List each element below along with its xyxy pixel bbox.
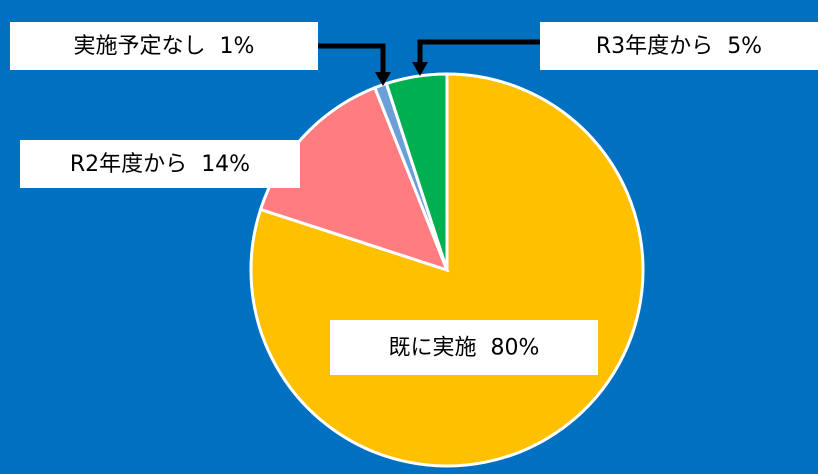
label-value: 80% [491,336,540,361]
label-box [330,320,598,375]
label-value: 5% [727,34,762,59]
arrow-line [318,43,386,76]
label-box [10,22,318,70]
arrow-head [375,72,391,86]
data-label: R3年度から 5% [596,34,762,59]
label-value: 1% [220,34,255,59]
data-label: 既に実施 80% [389,336,540,361]
data-label: R2年度から 14% [70,152,250,177]
label-value: 14% [201,152,250,177]
label-category: R3年度から [596,34,713,59]
pie-slice [384,72,449,271]
callout-arrows [318,39,540,86]
label-category: 既に実施 [389,336,477,361]
slices [249,72,645,468]
label-category: 実施予定なし [74,34,206,59]
arrow-head [412,62,428,76]
label-box [540,22,818,70]
label-box [20,140,300,188]
data-label: 実施予定なし 1% [74,34,255,59]
label-category: R2年度から [70,152,187,177]
pie-slice [258,85,450,273]
arrow-line [417,39,540,66]
labels: 既に実施 80% R2年度から 14% 実施予定なし 1% R3年度から 5% [10,22,818,375]
